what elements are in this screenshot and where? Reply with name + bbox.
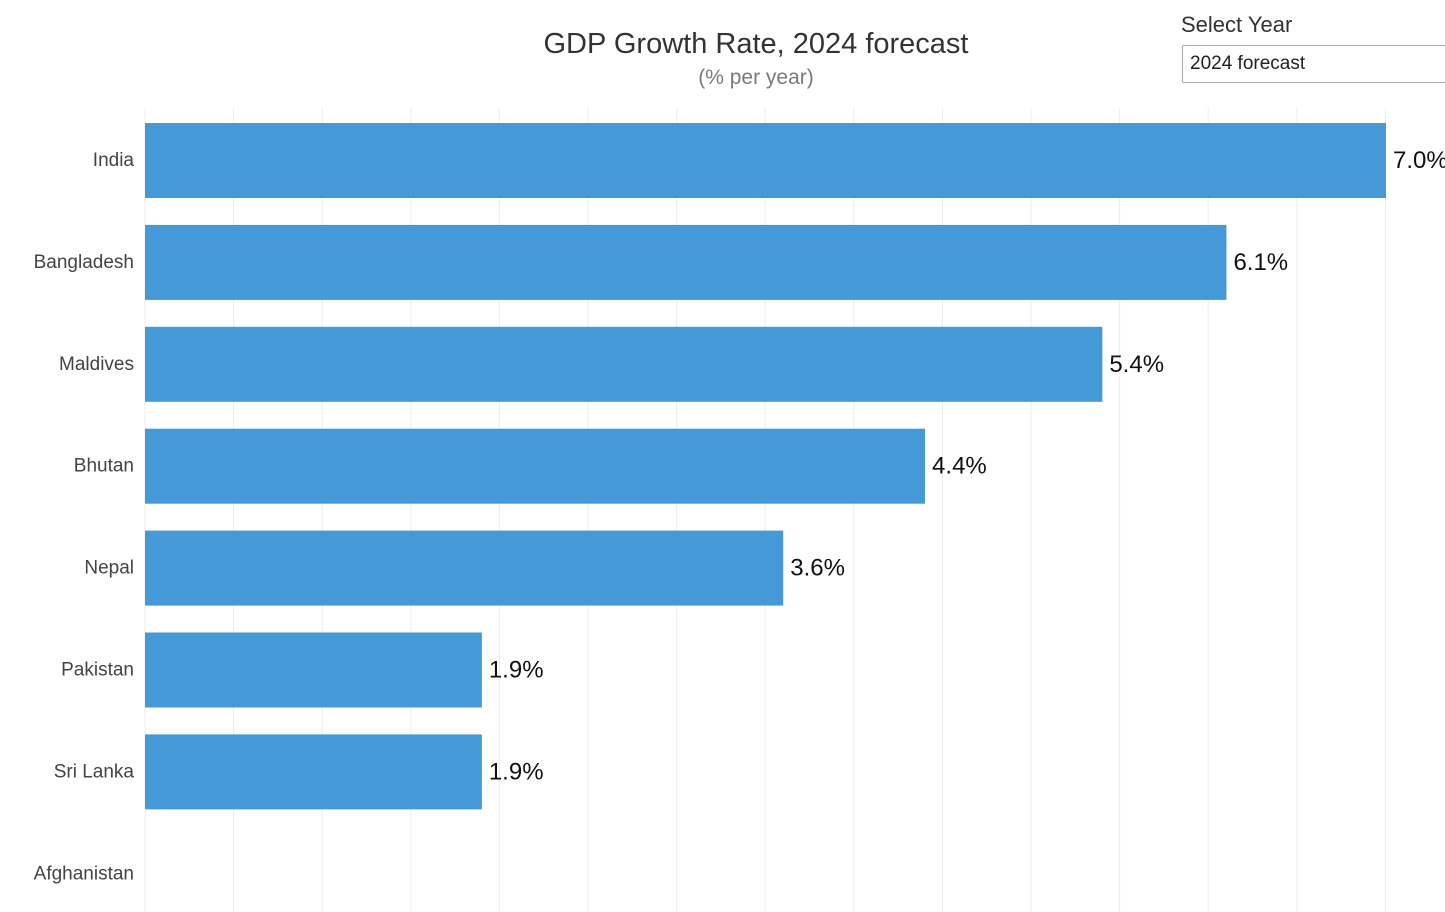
data-label: 3.6% (790, 555, 845, 582)
category-label: Pakistan (61, 660, 134, 681)
data-label: 1.9% (489, 657, 544, 684)
category-label: Sri Lanka (54, 761, 135, 782)
bars (145, 123, 1386, 810)
data-label: 1.9% (489, 758, 544, 785)
bar[interactable] (145, 326, 1103, 402)
category-label: Bhutan (74, 456, 134, 477)
chart-title: GDP Growth Rate, 2024 forecast (543, 28, 969, 60)
data-label: 4.4% (932, 453, 987, 480)
category-label: India (93, 150, 135, 171)
category-label: Afghanistan (34, 863, 134, 884)
bar[interactable] (145, 123, 1386, 198)
category-label: Bangladesh (34, 252, 134, 273)
chart-subtitle: (% per year) (698, 66, 814, 89)
bar[interactable] (145, 224, 1227, 300)
data-label: 5.4% (1109, 351, 1164, 378)
bar[interactable] (145, 530, 784, 606)
bar[interactable] (145, 632, 482, 708)
category-label: Nepal (84, 558, 134, 579)
year-select[interactable]: 2024 forecast (1182, 45, 1445, 83)
category-label: Maldives (59, 354, 134, 375)
year-select-value: 2024 forecast (1190, 53, 1306, 74)
labels: India 7.0% Bangladesh 6.1% Maldives 5.4% Bhuta… (34, 147, 1445, 884)
data-label: 6.1% (1233, 249, 1288, 276)
data-label: 7.0% (1393, 147, 1445, 174)
bar[interactable] (145, 734, 482, 810)
bar[interactable] (145, 428, 926, 504)
select-year-label: Select Year (1181, 12, 1293, 37)
